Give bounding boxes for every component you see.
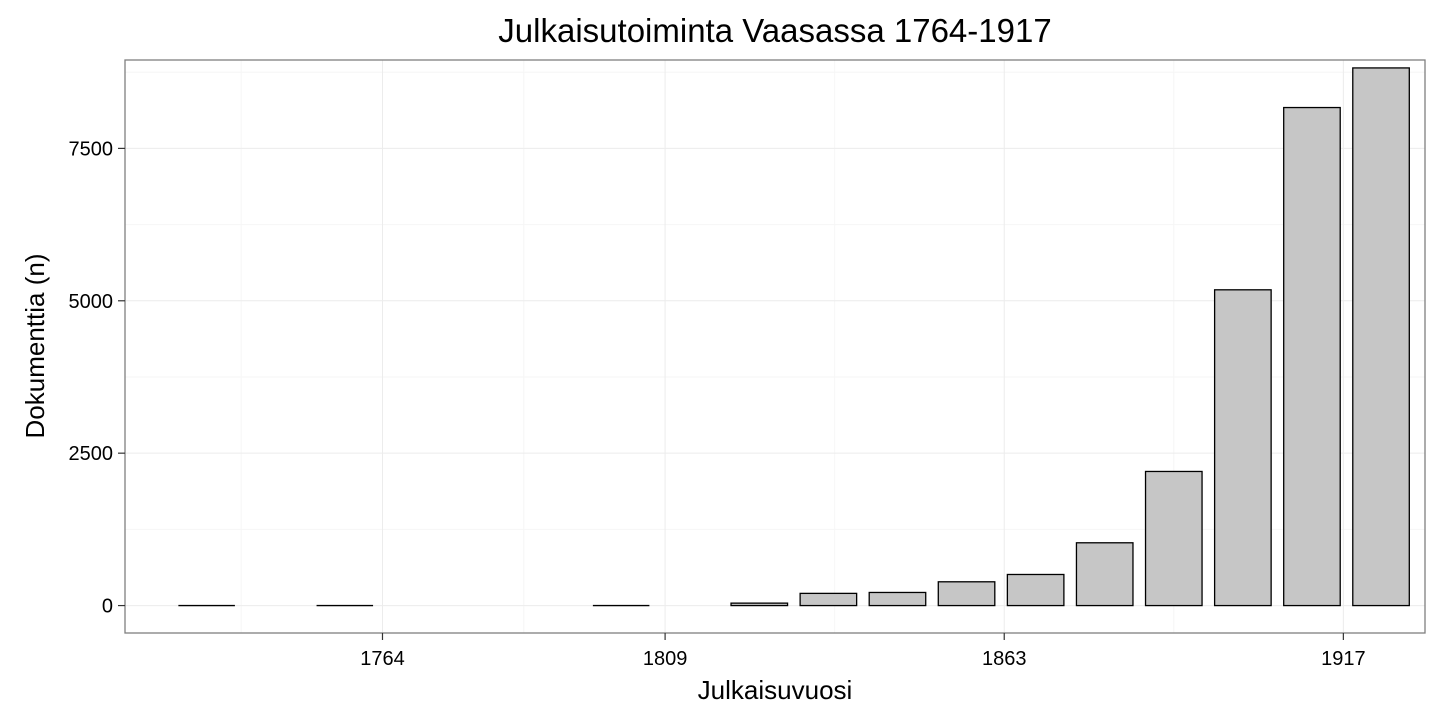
- bar: [868, 591, 927, 607]
- plot-panel-border: [124, 59, 1426, 634]
- x-axis-title: Julkaisuvuosi: [698, 675, 853, 705]
- bar: [799, 592, 858, 607]
- x-tick-label: 1917: [1321, 648, 1366, 670]
- y-axis: 0 2500 5000 7500: [69, 138, 125, 618]
- y-tick-label: 2500: [69, 443, 114, 465]
- bar: [1352, 67, 1410, 607]
- chart-title: Julkaisutoiminta Vaasassa 1764-1917: [498, 12, 1051, 49]
- y-tick-label: 0: [102, 596, 113, 618]
- x-axis: 1764 1809 1863 1917: [360, 633, 1366, 670]
- bar: [730, 602, 789, 607]
- y-axis-title: Dokumenttia (n): [20, 254, 50, 439]
- x-tick-label: 1809: [643, 648, 688, 670]
- bar: [1283, 106, 1341, 607]
- bar: [1213, 289, 1272, 607]
- y-tick-label: 7500: [69, 138, 114, 160]
- grid: [125, 60, 1425, 633]
- x-tick-label: 1764: [360, 648, 405, 670]
- x-tick-label: 1863: [982, 648, 1027, 670]
- bar: [937, 581, 996, 607]
- bar: [1075, 542, 1134, 607]
- bar: [1144, 470, 1203, 607]
- bar: [1006, 573, 1065, 607]
- bars: [178, 67, 1410, 607]
- y-tick-label: 5000: [69, 291, 114, 313]
